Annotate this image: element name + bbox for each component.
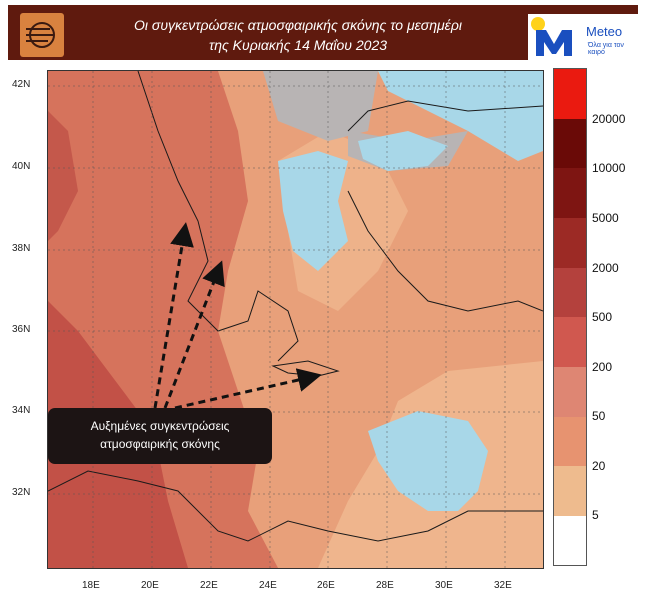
coastline-north-turkey — [347, 100, 543, 132]
arrow-to-crete — [174, 368, 322, 410]
dust-concentration-map — [47, 70, 544, 569]
header-bar: Οι συγκεντρώσεις ατμοσφαιρικής σκόνης το… — [8, 5, 638, 62]
low-dust-southeast — [368, 411, 488, 511]
annotation-line-1: Αυξημένες συγκεντρώσεις — [90, 419, 230, 433]
legend-band-3 — [554, 218, 586, 268]
low-dust-black-sea — [378, 71, 543, 161]
lat-label-38n: 38N — [12, 243, 31, 254]
legend-colorbar — [553, 68, 587, 566]
meteo-m-logo-icon — [531, 17, 572, 56]
no-data-balkans — [263, 71, 378, 141]
legend-band-2 — [554, 168, 586, 218]
lon-label-22e: 22E — [200, 580, 218, 591]
lat-label-40n: 40N — [12, 161, 31, 172]
brand-tagline: Όλα για τον καιρό — [588, 42, 624, 56]
lon-label-30e: 30E — [435, 580, 453, 591]
annotation-line-2: ατμοσφαιρικής σκόνης — [100, 437, 220, 451]
lon-label-26e: 26E — [317, 580, 335, 591]
legend-label-50: 50 — [592, 409, 606, 423]
lon-label-28e: 28E — [376, 580, 394, 591]
coastline-north-africa — [48, 470, 543, 542]
page-title: Οι συγκεντρώσεις ατμοσφαιρικής σκόνης το… — [88, 15, 508, 55]
lat-label-34n: 34N — [12, 405, 31, 416]
legend-band-5 — [554, 317, 586, 367]
brand-name: Meteo — [586, 24, 623, 39]
arrow-to-ionian — [153, 222, 194, 409]
legend-label-2000: 2000 — [592, 261, 619, 275]
title-line-2: της Κυριακής 14 Μαΐου 2023 — [208, 37, 388, 53]
legend-label-500: 500 — [592, 310, 613, 324]
legend-band-4 — [554, 268, 586, 317]
legend-band-9 — [554, 516, 586, 565]
coastline-crete — [271, 360, 340, 377]
coastline-anatolia — [347, 190, 543, 312]
coastline-greece — [137, 71, 299, 362]
lon-label-20e: 20E — [141, 580, 159, 591]
lon-label-24e: 24E — [259, 580, 277, 591]
lon-label-18e: 18E — [82, 580, 100, 591]
low-dust-north-aegean — [278, 151, 348, 271]
lat-label-36n: 36N — [12, 324, 31, 335]
legend-label-200: 200 — [592, 360, 613, 374]
lat-label-32n: 32N — [12, 487, 31, 498]
legend-label-10000: 10000 — [592, 161, 626, 175]
wind-sun-logo-icon — [20, 13, 64, 57]
lat-label-42n: 42N — [12, 79, 31, 90]
legend-label-5000: 5000 — [592, 211, 619, 225]
legend-band-0 — [554, 69, 586, 119]
legend-band-7 — [554, 417, 586, 466]
legend-label-5: 5 — [592, 508, 599, 522]
dust-region-northwest — [48, 111, 78, 241]
legend-band-6 — [554, 367, 586, 417]
map-canvas — [48, 71, 543, 568]
lon-label-32e: 32E — [494, 580, 512, 591]
title-line-1: Οι συγκεντρώσεις ατμοσφαιρικής σκόνης το… — [134, 17, 462, 33]
meteo-logo: Meteo Όλα για τον καιρό — [528, 14, 638, 62]
legend-label-20: 20 — [592, 459, 606, 473]
legend-label-20000: 20000 — [592, 112, 626, 126]
legend-band-8 — [554, 466, 586, 516]
annotation-box: Αυξημένες συγκεντρώσεις ατμοσφαιρικής σκ… — [48, 408, 272, 464]
arrow-to-peloponnese — [163, 260, 225, 409]
legend-band-1 — [554, 119, 586, 168]
low-dust-marmara — [358, 131, 448, 171]
